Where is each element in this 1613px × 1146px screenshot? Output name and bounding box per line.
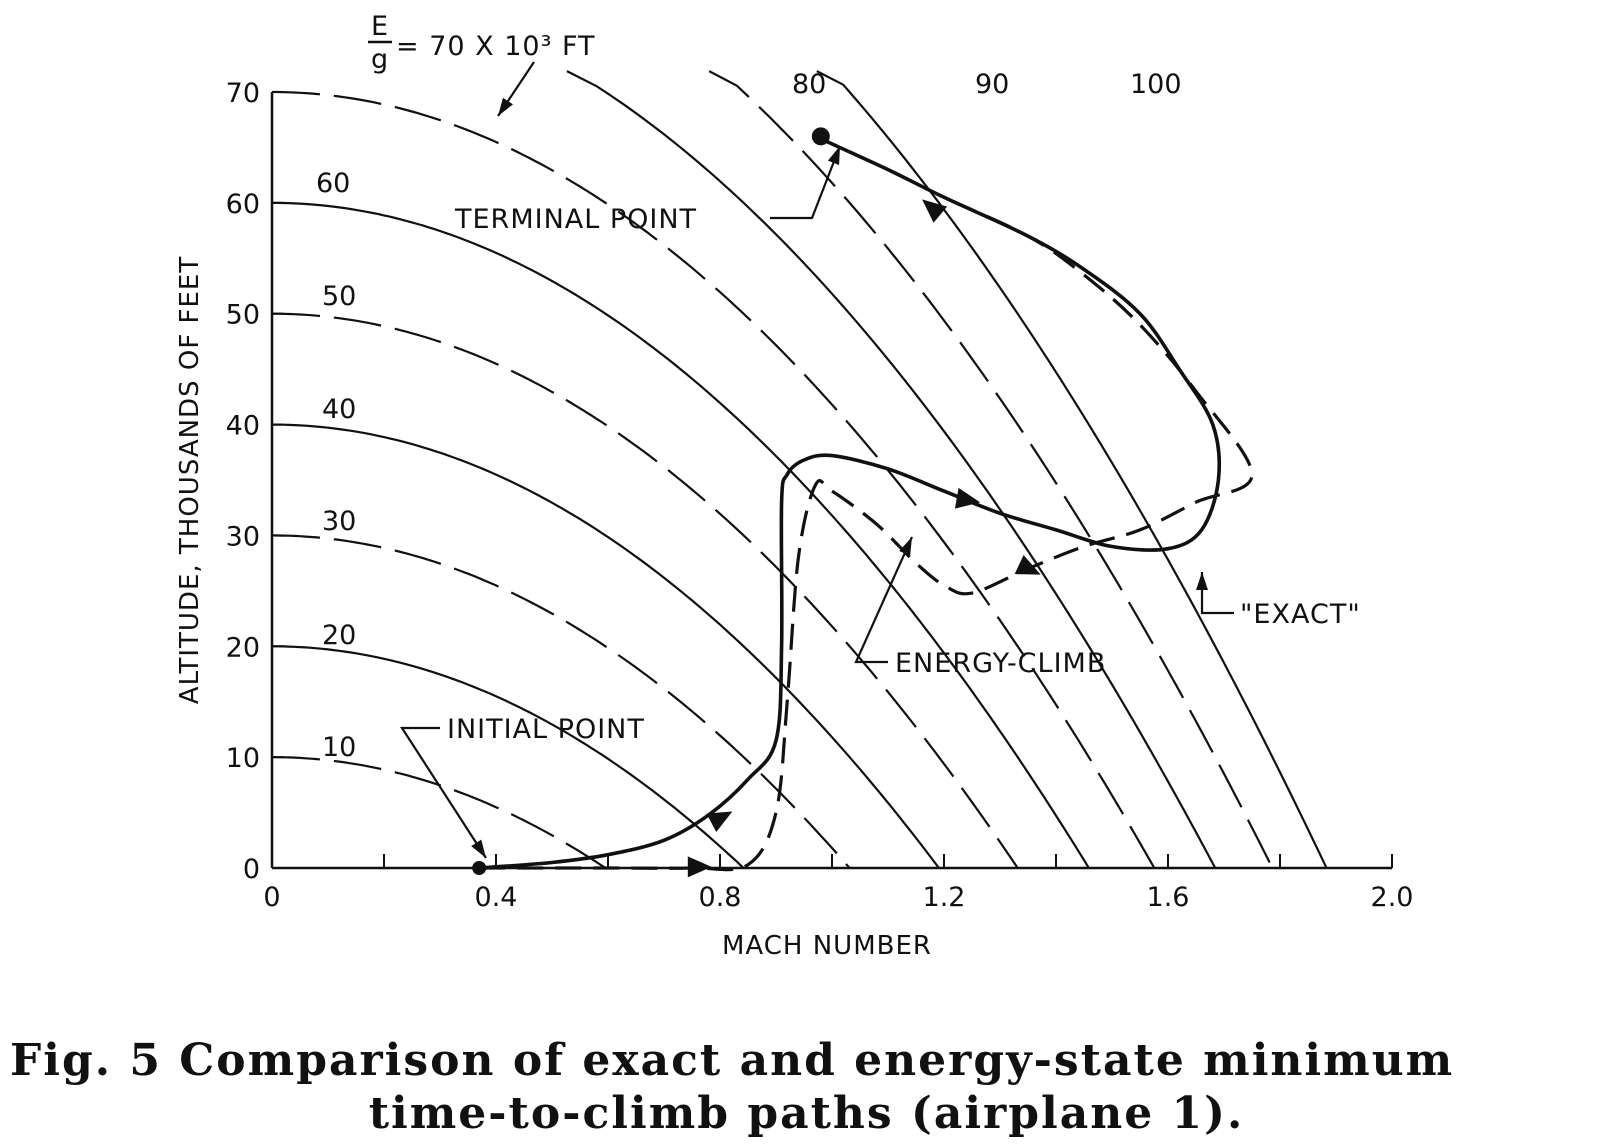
energy-contour-90 xyxy=(708,70,1274,869)
energy-contour-100 xyxy=(816,70,1328,869)
x-axis-title: MACH NUMBER xyxy=(722,931,932,961)
annotation-terminal-point: TERMINAL POINT xyxy=(454,204,697,235)
y-tick-label: 70 xyxy=(226,78,260,109)
x-tick-label: 2.0 xyxy=(1371,882,1414,913)
energy-contour-label-90: 90 xyxy=(975,69,1009,100)
y-tick-label: 60 xyxy=(226,189,260,220)
energy-label-70: = 70 X 10³ FT xyxy=(396,31,596,62)
energy-contour-label-40: 40 xyxy=(322,394,356,425)
terminal-point-marker xyxy=(811,127,830,146)
energy-contour-20 xyxy=(272,645,745,869)
energy-contour-label-50: 50 xyxy=(322,281,356,312)
x-tick-label: 1.6 xyxy=(1147,882,1190,913)
energy-climb-path-line xyxy=(479,134,1254,872)
x-tick-label: 0.8 xyxy=(699,882,742,913)
energy-climb-leader xyxy=(854,536,914,664)
energy-contour-label-30: 30 xyxy=(322,506,356,537)
axes: 0 0.4 0.8 1.2 1.6 2.0 0 10 20 30 40 50 60 70 MACH NUMB… xyxy=(175,78,1413,961)
energy-contour-40 xyxy=(272,423,940,869)
annotation-energy-climb: ENERGY-CLIMB xyxy=(895,648,1106,679)
exact-leader-head xyxy=(1196,572,1208,590)
energy-contour-30 xyxy=(271,534,851,869)
annotation-initial-point: INITIAL POINT xyxy=(447,714,645,745)
energy-label-denominator: g xyxy=(371,44,389,75)
y-tick-label: 50 xyxy=(226,300,260,331)
energy-contour-10 xyxy=(271,756,607,869)
energy-contour-60 xyxy=(272,201,1090,869)
y-tick-label: 0 xyxy=(243,854,260,885)
energy-contour-50 xyxy=(272,312,1019,869)
y-tick-label: 30 xyxy=(226,521,260,552)
figure-caption-line-2: time-to-climb paths (airplane 1). xyxy=(368,1088,1245,1139)
initial-point-leader-head xyxy=(471,839,486,858)
exact-leader xyxy=(1200,572,1234,615)
x-tick-label: 1.2 xyxy=(923,882,966,913)
initial-point-marker xyxy=(472,861,487,875)
energy-climb-direction-arrow xyxy=(687,856,712,878)
energy-contour-label-10: 10 xyxy=(322,732,356,763)
terminal-point-leader xyxy=(770,145,842,220)
energy-label-numerator: E xyxy=(371,11,389,42)
y-tick-label: 10 xyxy=(226,743,260,774)
energy-70-leader-head xyxy=(498,97,513,116)
x-tick-label: 0.4 xyxy=(475,882,518,913)
series-layer xyxy=(472,127,1254,878)
energy-contour-label-100: 100 xyxy=(1130,69,1182,100)
energy-contour-label-20: 20 xyxy=(322,620,356,651)
y-axis-title: ALTITUDE, THOUSANDS OF FEET xyxy=(175,256,205,704)
annotations: TERMINAL POINT INITIAL POINT ENERGY-CLIM… xyxy=(368,11,1361,859)
exact-direction-arrow xyxy=(706,811,733,832)
exact-direction-arrow xyxy=(922,199,948,223)
exact-direction-arrow xyxy=(954,487,981,509)
x-tick-label: 0 xyxy=(263,882,280,913)
initial-point-leader xyxy=(399,726,487,859)
figure-caption-line-1: Fig. 5 Comparison of exact and energy-st… xyxy=(10,1035,1455,1086)
energy-contour-70 xyxy=(272,90,1156,869)
energy-contour-80 xyxy=(566,70,1217,869)
terminal-point-leader-head xyxy=(827,146,840,165)
energy-climb-leader-head xyxy=(899,537,912,556)
annotation-exact: "EXACT" xyxy=(1240,599,1361,630)
y-tick-label: 20 xyxy=(226,632,260,663)
y-tick-label: 40 xyxy=(226,411,260,442)
energy-climb-direction-arrow xyxy=(1014,555,1041,575)
energy-contour-label-60: 60 xyxy=(316,168,350,199)
